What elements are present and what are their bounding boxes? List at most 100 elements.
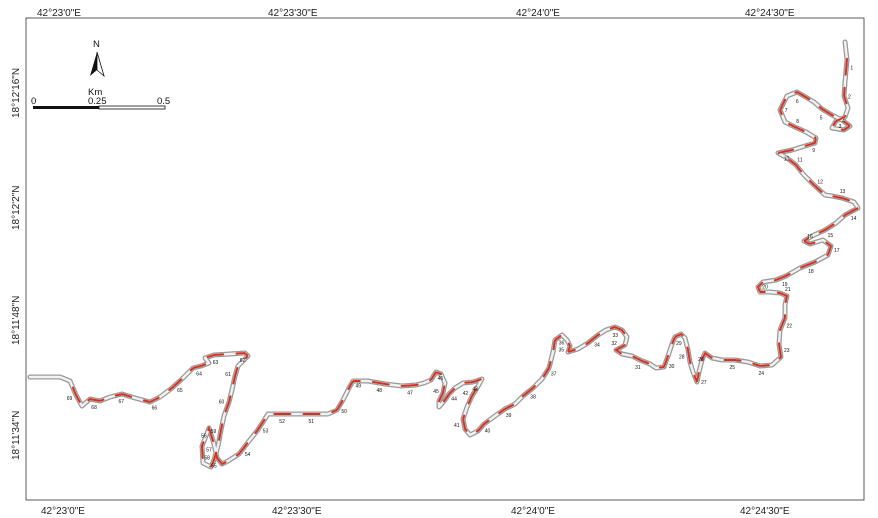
highlight-segment <box>818 223 835 234</box>
segment-label: 23 <box>784 348 790 354</box>
segment-label: 36 <box>559 341 565 347</box>
segment-label: 32 <box>611 341 617 347</box>
highlight-segment <box>818 106 835 117</box>
segment-label: 57 <box>206 448 212 454</box>
segment-label: 62 <box>240 358 246 364</box>
highlight-segment <box>842 86 848 105</box>
segment-label: 12 <box>817 179 823 185</box>
segment-label: 14 <box>851 216 857 222</box>
segment-label: 53 <box>263 428 269 434</box>
segment-label: 30 <box>669 364 675 370</box>
highlight-segment <box>832 195 850 202</box>
highlight-segment <box>400 383 419 387</box>
highlight-segment <box>756 281 766 293</box>
segment-label: 3 <box>839 124 842 130</box>
segment-label: 1 <box>850 65 853 71</box>
highlight-segment <box>114 393 133 398</box>
highlight-segment <box>552 335 562 351</box>
segment-label: 11 <box>797 158 802 164</box>
north-arrow-icon: N <box>90 39 105 78</box>
highlight-segment <box>779 314 786 332</box>
highlight-segment <box>842 207 859 218</box>
segment-label: 66 <box>152 406 158 412</box>
segment-label: 48 <box>377 388 383 394</box>
segment-label: 16 <box>807 234 813 240</box>
segment-label: 54 <box>245 452 251 458</box>
segment-label: 17 <box>834 248 840 254</box>
segment-label: 52 <box>279 419 285 425</box>
lon-label-bottom: 42°23'30"E <box>272 506 322 517</box>
highlight-segment <box>254 418 266 434</box>
lon-label-bottom: 42°23'0"E <box>41 506 85 517</box>
highlight-segment <box>832 114 847 127</box>
highlight-segment <box>331 399 344 414</box>
segment-label: 8 <box>796 119 799 125</box>
segment-label: 29 <box>676 341 682 347</box>
highlight-segment <box>542 361 552 378</box>
highlight-segment <box>693 372 700 384</box>
segment-label: 34 <box>594 343 600 349</box>
segment-label: 47 <box>407 390 413 396</box>
lat-label-left: 18°11'48"N <box>11 296 22 345</box>
highlight-segment <box>778 342 783 360</box>
segment-label: 55 <box>211 464 217 470</box>
segment-label: 10 <box>784 156 790 162</box>
highlight-segment <box>794 91 811 101</box>
segment-label: 42 <box>463 391 469 397</box>
segment-label: 25 <box>730 365 736 371</box>
segment-label: 69 <box>67 396 73 402</box>
lon-label-top: 42°24'30"E <box>745 8 795 19</box>
scale-bar: Km 0 0.25 0.5 <box>31 87 170 110</box>
segment-label: 63 <box>213 360 219 366</box>
highlight-segment <box>206 353 225 359</box>
highlight-segment <box>347 380 361 390</box>
segment-label: 59 <box>211 429 217 435</box>
highlight-segment <box>803 237 816 245</box>
highlight-segment <box>701 351 713 362</box>
highlight-segment <box>609 326 626 335</box>
highlight-segment <box>467 388 478 405</box>
graticule-left: 18°12'16"N 18°12'2"N 18°11'48"N 18°11'34… <box>11 68 22 460</box>
highlight-segment <box>567 342 576 353</box>
highlight-segment <box>521 385 536 398</box>
segment-label: 51 <box>309 419 315 425</box>
highlight-segment <box>752 362 770 367</box>
scale-tick-label: 0.5 <box>157 96 170 107</box>
segment-label: 22 <box>787 323 793 329</box>
scale-tick-label: 0 <box>31 96 36 107</box>
segment-label: 4 <box>842 119 845 125</box>
segment-label: 18 <box>808 269 814 275</box>
highlight-segment <box>142 396 160 403</box>
highlight-segment <box>462 414 468 432</box>
map-frame <box>25 17 865 501</box>
segment-label: 5 <box>820 116 823 122</box>
highlight-segment <box>808 179 823 193</box>
segment-label: 60 <box>219 400 225 406</box>
highlight-segment <box>788 159 802 173</box>
highlight-segment <box>235 351 249 360</box>
segment-label: 58 <box>204 456 210 462</box>
segment-label: 40 <box>485 428 491 434</box>
segment-label: 13 <box>840 189 846 195</box>
highlight-segment <box>224 395 232 413</box>
highlight-segment <box>777 148 794 155</box>
segment-label: 41 <box>454 423 460 429</box>
segment-label: 31 <box>635 365 641 371</box>
segment-label: 2 <box>848 94 851 100</box>
highlight-segment <box>215 453 227 466</box>
highlight-segment <box>200 441 205 459</box>
segment-label: 27 <box>701 380 707 386</box>
highlight-segment <box>218 423 224 441</box>
highlight-segment <box>71 386 81 403</box>
scale-unit: Km <box>88 87 102 98</box>
highlight-segment <box>686 346 692 365</box>
highlight-segment <box>235 442 249 457</box>
north-label: N <box>93 39 100 50</box>
segment-label: 26 <box>698 357 704 363</box>
lat-label-left: 18°11'34"N <box>11 411 22 460</box>
lon-label-top: 42°23'30"E <box>268 8 318 19</box>
segment-label: 33 <box>613 333 619 339</box>
segment-label: 44 <box>451 397 457 403</box>
